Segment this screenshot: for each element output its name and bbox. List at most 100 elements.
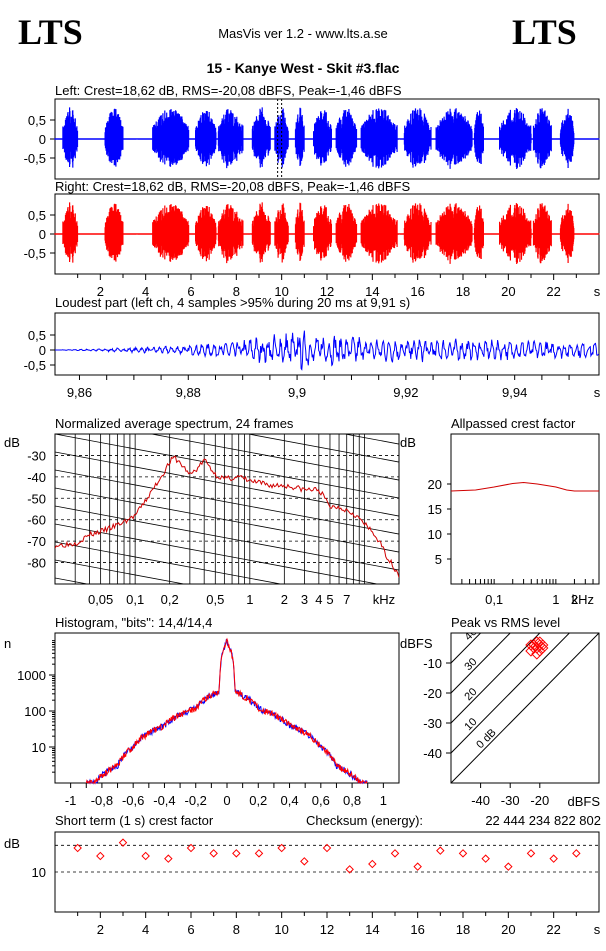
right_waveform-trace (54, 202, 600, 264)
histogram-xtick-label: 0,2 (249, 793, 267, 808)
peak-rms-ytick-label: -10 (423, 656, 442, 671)
short-term-xtick-label: 14 (365, 922, 379, 937)
spectrum-slope-line (55, 577, 90, 584)
short-term-point (141, 851, 150, 861)
spectrum-slope-line (55, 434, 399, 499)
short-term-point (300, 857, 309, 866)
histogram-title: Histogram, "bits": 14,4/14,4 (55, 615, 212, 630)
chart-marks: 0,50-0,50,50-0,52 4 6 8 10 12 14 16 18 20 22 s0,50-… (17, 98, 601, 937)
crest-xtick-label: 2 (571, 592, 578, 607)
left_waveform-ytick-label: 0 (39, 132, 46, 147)
right_waveform-xtick-label: 2 (97, 284, 104, 299)
short-term-xtick-label: 20 (501, 922, 515, 937)
short-term-point (436, 846, 445, 855)
left_waveform-ytick-label: 0,5 (28, 113, 46, 128)
loudest-xtick-label: 9,9 (288, 385, 306, 400)
spectrum-ytick-label: -50 (27, 491, 46, 506)
short-term-xtick-label: 10 (274, 922, 288, 937)
loudest-xtick-label: 9,92 (393, 385, 418, 400)
spectrum-slope-line (55, 308, 399, 372)
histogram-frame (54, 632, 400, 784)
crest-diagonal-label: 20 (462, 686, 479, 703)
peak-rms-ytick-label: -30 (423, 716, 442, 731)
short-term-ylabel: dB (4, 836, 20, 851)
spectrum-ytick-label: -30 (27, 448, 46, 463)
spectrum-xtick-label: 5 (326, 592, 333, 607)
spectrum-xtick-label: 2 (281, 592, 288, 607)
loudest-xtick-label: 9,88 (176, 385, 201, 400)
peak-rms-point (531, 636, 543, 648)
histogram-xtick-label: -0,2 (185, 793, 207, 808)
short-term-xtick-label: 4 (142, 922, 149, 937)
short-term-point (345, 865, 354, 874)
short-term-point (209, 849, 218, 858)
short-term-point (254, 849, 264, 858)
loudest-xtick-label: 9,86 (67, 385, 92, 400)
histogram-ytick-label: 100 (24, 704, 46, 719)
spectrum-slope-line (55, 650, 399, 714)
peak-rms-point (534, 639, 546, 651)
short-term-point (504, 862, 513, 871)
short-term-xtick-label: 18 (456, 922, 470, 937)
crest-diagonal-label: 10 (462, 716, 479, 733)
histogram-xtick-label: 1 (380, 793, 387, 808)
left_waveform-ytick-label: -0,5 (24, 151, 46, 166)
short-term-point (277, 843, 286, 853)
right_waveform-ytick-label: -0,5 (24, 246, 46, 261)
crest-xtick-label: 0,1 (485, 592, 503, 607)
spectrum-title: Normalized average spectrum, 24 frames (55, 416, 294, 431)
histogram-xtick-label: -0,6 (122, 793, 144, 808)
right_waveform-xunit: s (594, 284, 601, 299)
spectrum-xtick-label: 0,2 (161, 592, 179, 607)
spectrum-xtick-label: 1 (246, 592, 253, 607)
app-title: MasVis ver 1.2 - www.lts.a.se (218, 26, 388, 41)
logo-right: LTS (512, 12, 577, 52)
crest-diagonal (451, 633, 511, 694)
spectrum-slope-line (55, 469, 399, 535)
spectrum-ytick-label: -40 (27, 470, 46, 485)
spectrum-ytick-label: -60 (27, 513, 46, 528)
loudest-ytick-label: 0,5 (28, 328, 46, 343)
spectrum-slope-lines (55, 308, 399, 714)
right_waveform-xtick-label: 6 (187, 284, 194, 299)
short-term-point (186, 843, 196, 853)
histogram-xtick-label: -1 (65, 793, 77, 808)
histogram-xtick-label: 0,8 (343, 793, 361, 808)
crest-diagonal-label: 40 (462, 626, 479, 643)
short-term-xunit: s (594, 922, 601, 937)
right_waveform-xtick-label: 12 (320, 284, 334, 299)
spectrum-ytick-label: -80 (27, 556, 46, 571)
right_waveform-xtick-label: 8 (233, 284, 240, 299)
spectrum-curve (55, 455, 399, 578)
crest-diagonal (451, 633, 541, 724)
peak-rms-point (525, 645, 537, 657)
loudest-trace (55, 330, 600, 371)
left-channel-title: Left: Crest=18,62 dB, RMS=-20,08 dBFS, P… (55, 83, 402, 98)
peak-rms-ytick-label: -20 (423, 686, 442, 701)
crest-diagonal-label: 30 (462, 656, 479, 673)
crest-xunit: kHz (572, 592, 594, 607)
short-term-crest-title: Short term (1 s) crest factor (55, 813, 214, 828)
spectrum-slope-line (55, 559, 187, 584)
crest-curve (450, 481, 599, 492)
short-term-xtick-label: 22 (546, 922, 560, 937)
spectrum-xtick-label: 7 (343, 592, 350, 607)
histogram-xtick-label: 0,6 (312, 793, 330, 808)
right_waveform-xtick-label: 16 (410, 284, 424, 299)
peak-rms-ylabel: dBFS (400, 636, 433, 651)
spectrum-xtick-label: 0,05 (88, 592, 113, 607)
spectrum-slope-line (55, 523, 380, 584)
right_waveform-xtick-label: 4 (142, 284, 149, 299)
spectrum-xtick-label: 3 (301, 592, 308, 607)
loudest-xtick-label: 9,94 (502, 385, 527, 400)
right_waveform-xtick-label: 14 (365, 284, 379, 299)
peak-rms-point (534, 636, 546, 648)
short-term-point (368, 859, 377, 869)
crest-ylabel: dB (400, 435, 416, 450)
short-term-ytick-label: 10 (32, 865, 46, 880)
allpassed-crest-title: Allpassed crest factor (451, 416, 576, 431)
short-term-point (390, 849, 400, 858)
spectrum-xunit: kHz (373, 592, 395, 607)
spectrum-slope-line (149, 434, 399, 481)
